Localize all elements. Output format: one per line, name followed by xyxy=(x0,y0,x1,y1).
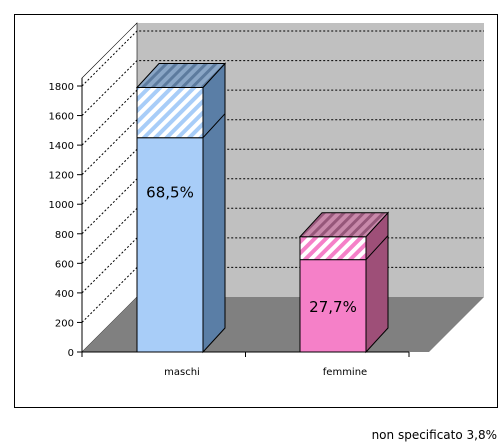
bar-side-face xyxy=(202,62,226,354)
bar-segment-main xyxy=(299,259,367,353)
footnote-non-specificato: non specificato 3,8% xyxy=(371,428,497,442)
bar-segment-hatched xyxy=(136,86,204,139)
y-tick-label: 400 xyxy=(55,289,74,300)
chart-frame: 0 200 400 600 800 1000 1200 1400 1600 1800 68,5% ma… xyxy=(14,14,498,408)
y-tick-label: 1200 xyxy=(49,171,74,182)
bar-chart-3d: 0 200 400 600 800 1000 1200 1400 1600 1800 68,5% ma… xyxy=(49,22,484,378)
bar-segment-main xyxy=(136,137,204,353)
bar-segment-hatched xyxy=(299,236,367,261)
bar-value-label: 68,5% xyxy=(146,184,194,202)
y-tick-label: 800 xyxy=(55,230,74,241)
y-tick-label: 1000 xyxy=(49,200,74,211)
bar-side-divider xyxy=(365,235,389,260)
y-tick-label: 1400 xyxy=(49,141,74,152)
gridline xyxy=(81,30,484,87)
y-tick-label: 1800 xyxy=(49,82,74,93)
y-tick-label: 1600 xyxy=(49,112,74,123)
y-tick-label: 200 xyxy=(55,318,74,329)
y-tick-label: 0 xyxy=(68,348,74,359)
bar-value-label: 27,7% xyxy=(309,298,357,316)
x-category-label: femmine xyxy=(323,367,367,378)
bar-top-face xyxy=(298,212,390,238)
x-category-label: maschi xyxy=(164,367,200,378)
y-tick-label: 600 xyxy=(55,259,74,270)
bar-side-divider xyxy=(202,113,226,139)
bar-top-face xyxy=(135,63,227,88)
gridline xyxy=(81,60,484,116)
